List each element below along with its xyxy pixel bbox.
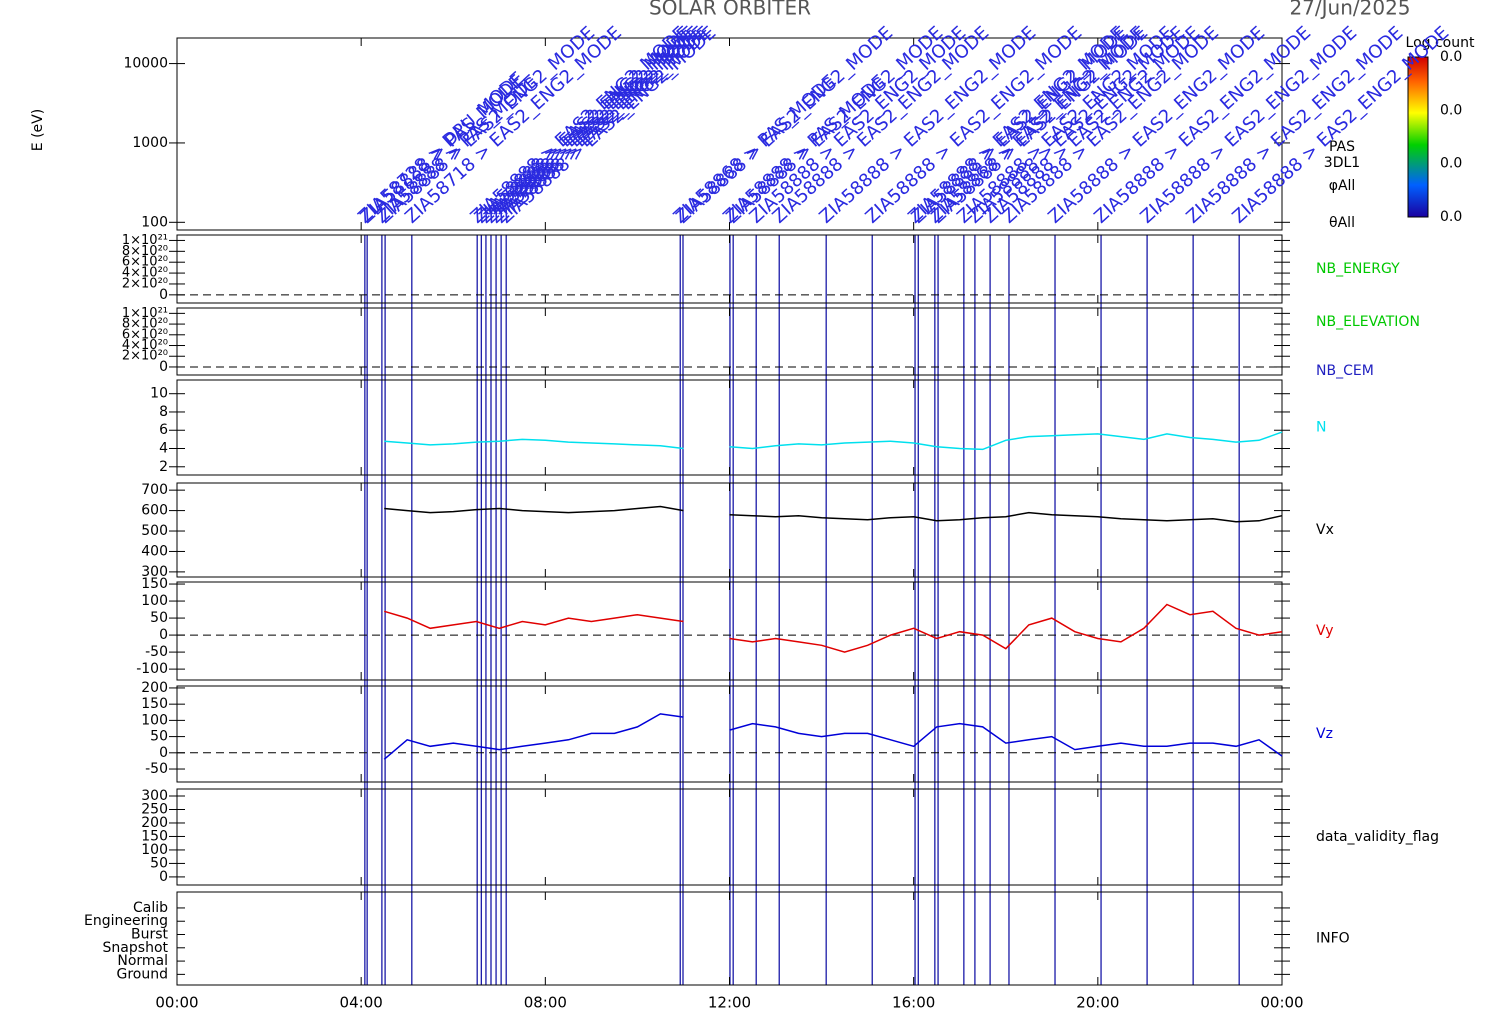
x-tick-label: 16:00 [892, 994, 935, 1012]
y-tick-label: 6×10²⁰ [122, 255, 168, 270]
y-tick-label: Ground [117, 966, 169, 982]
series-label: N [1316, 420, 1326, 436]
y-tick-label: 500 [141, 523, 168, 539]
y-tick-label: -50 [145, 644, 168, 660]
y-axis-label: E (eV) [30, 109, 46, 151]
panel-label: data_validity_flag [1316, 829, 1439, 845]
panel-label: NB_ENERGY [1316, 261, 1400, 277]
y-tick-label: 100 [141, 842, 168, 858]
x-tick-label: 08:00 [524, 994, 567, 1012]
y-tick-label: 100 [141, 712, 168, 728]
panel-label: NB_CEM [1316, 363, 1374, 379]
colorbar-tick-label: 0.0 [1440, 49, 1462, 65]
y-tick-label: 300 [141, 564, 168, 580]
y-tick-label: 600 [141, 503, 168, 519]
colorbar-tick-label: 0.0 [1440, 102, 1462, 118]
y-tick-label: -50 [145, 761, 168, 777]
y-tick-label: 1000 [132, 135, 168, 151]
y-tick-label: 4×10²⁰ [122, 266, 168, 281]
x-tick-label: 20:00 [1076, 994, 1119, 1012]
series-line [384, 505, 1283, 523]
series-label: Vy [1316, 623, 1334, 639]
series-line [384, 431, 1283, 451]
chart-title: SOLAR ORBITER [649, 0, 811, 20]
series-label: Vx [1316, 522, 1334, 538]
panel-label: NB_ELEVATION [1316, 314, 1420, 330]
y-tick-label: 1×10²¹ [122, 306, 168, 321]
y-tick-label: 0 [159, 627, 168, 643]
y-tick-label: 8×10²⁰ [122, 244, 168, 259]
y-tick-label: 150 [141, 696, 168, 712]
y-tick-label: 2×10²⁰ [122, 276, 168, 291]
y-tick-label: 0 [159, 869, 168, 885]
y-tick-label: 400 [141, 543, 168, 559]
chart-date: 27/Jun/2025 [1289, 0, 1410, 20]
side-label: PAS [1329, 139, 1355, 155]
y-tick-label: 8 [159, 404, 168, 420]
y-tick-label: Normal [117, 953, 168, 969]
y-tick-label: 250 [141, 801, 168, 817]
y-tick-label: 8×10²⁰ [122, 317, 168, 332]
series-line [383, 713, 1283, 760]
y-tick-label: 300 [141, 788, 168, 804]
colorbar [1407, 56, 1429, 218]
y-tick-label: 10000 [123, 56, 168, 72]
side-label: φAll [1329, 178, 1356, 194]
x-tick-label: 00:00 [155, 994, 198, 1012]
colorbar-tick-label: 0.0 [1440, 209, 1462, 225]
y-tick-label: 200 [141, 680, 168, 696]
y-tick-label: Burst [131, 927, 169, 943]
y-tick-label: 50 [150, 855, 168, 871]
colorbar-title: Log count [1406, 35, 1475, 51]
y-tick-label: 50 [150, 729, 168, 745]
y-tick-label: 100 [141, 593, 168, 609]
y-tick-label: Snapshot [103, 940, 169, 956]
y-tick-label: 150 [141, 576, 168, 592]
x-tick-label: 12:00 [708, 994, 751, 1012]
series-label: Vz [1316, 726, 1333, 742]
y-tick-label: 0 [159, 287, 168, 303]
side-label: 3DL1 [1324, 155, 1360, 171]
y-tick-label: 2 [159, 459, 168, 475]
y-tick-label: -100 [136, 661, 168, 677]
y-tick-label: 6 [159, 422, 168, 438]
y-tick-label: 700 [141, 482, 168, 498]
y-tick-label: 2×10²⁰ [122, 349, 168, 364]
y-tick-label: Calib [133, 900, 168, 916]
panel-label: INFO [1316, 931, 1350, 947]
colorbar-tick-label: 0.0 [1440, 156, 1462, 172]
y-tick-label: 50 [150, 610, 168, 626]
y-tick-label: 4 [159, 441, 168, 457]
y-tick-label: Engineering [84, 913, 168, 929]
x-tick-label: 00:00 [1260, 994, 1303, 1012]
y-tick-label: 0 [159, 359, 168, 375]
y-tick-label: 6×10²⁰ [122, 327, 168, 342]
y-tick-label: 100 [141, 214, 168, 230]
y-tick-label: 10 [150, 386, 168, 402]
x-tick-label: 04:00 [340, 994, 383, 1012]
y-tick-label: 150 [141, 828, 168, 844]
y-tick-label: 1×10²¹ [122, 233, 168, 248]
y-tick-label: 4×10²⁰ [122, 338, 168, 353]
y-tick-label: 0 [159, 745, 168, 761]
series-line [383, 603, 1283, 653]
y-tick-label: 200 [141, 815, 168, 831]
side-label: θAll [1329, 215, 1355, 231]
